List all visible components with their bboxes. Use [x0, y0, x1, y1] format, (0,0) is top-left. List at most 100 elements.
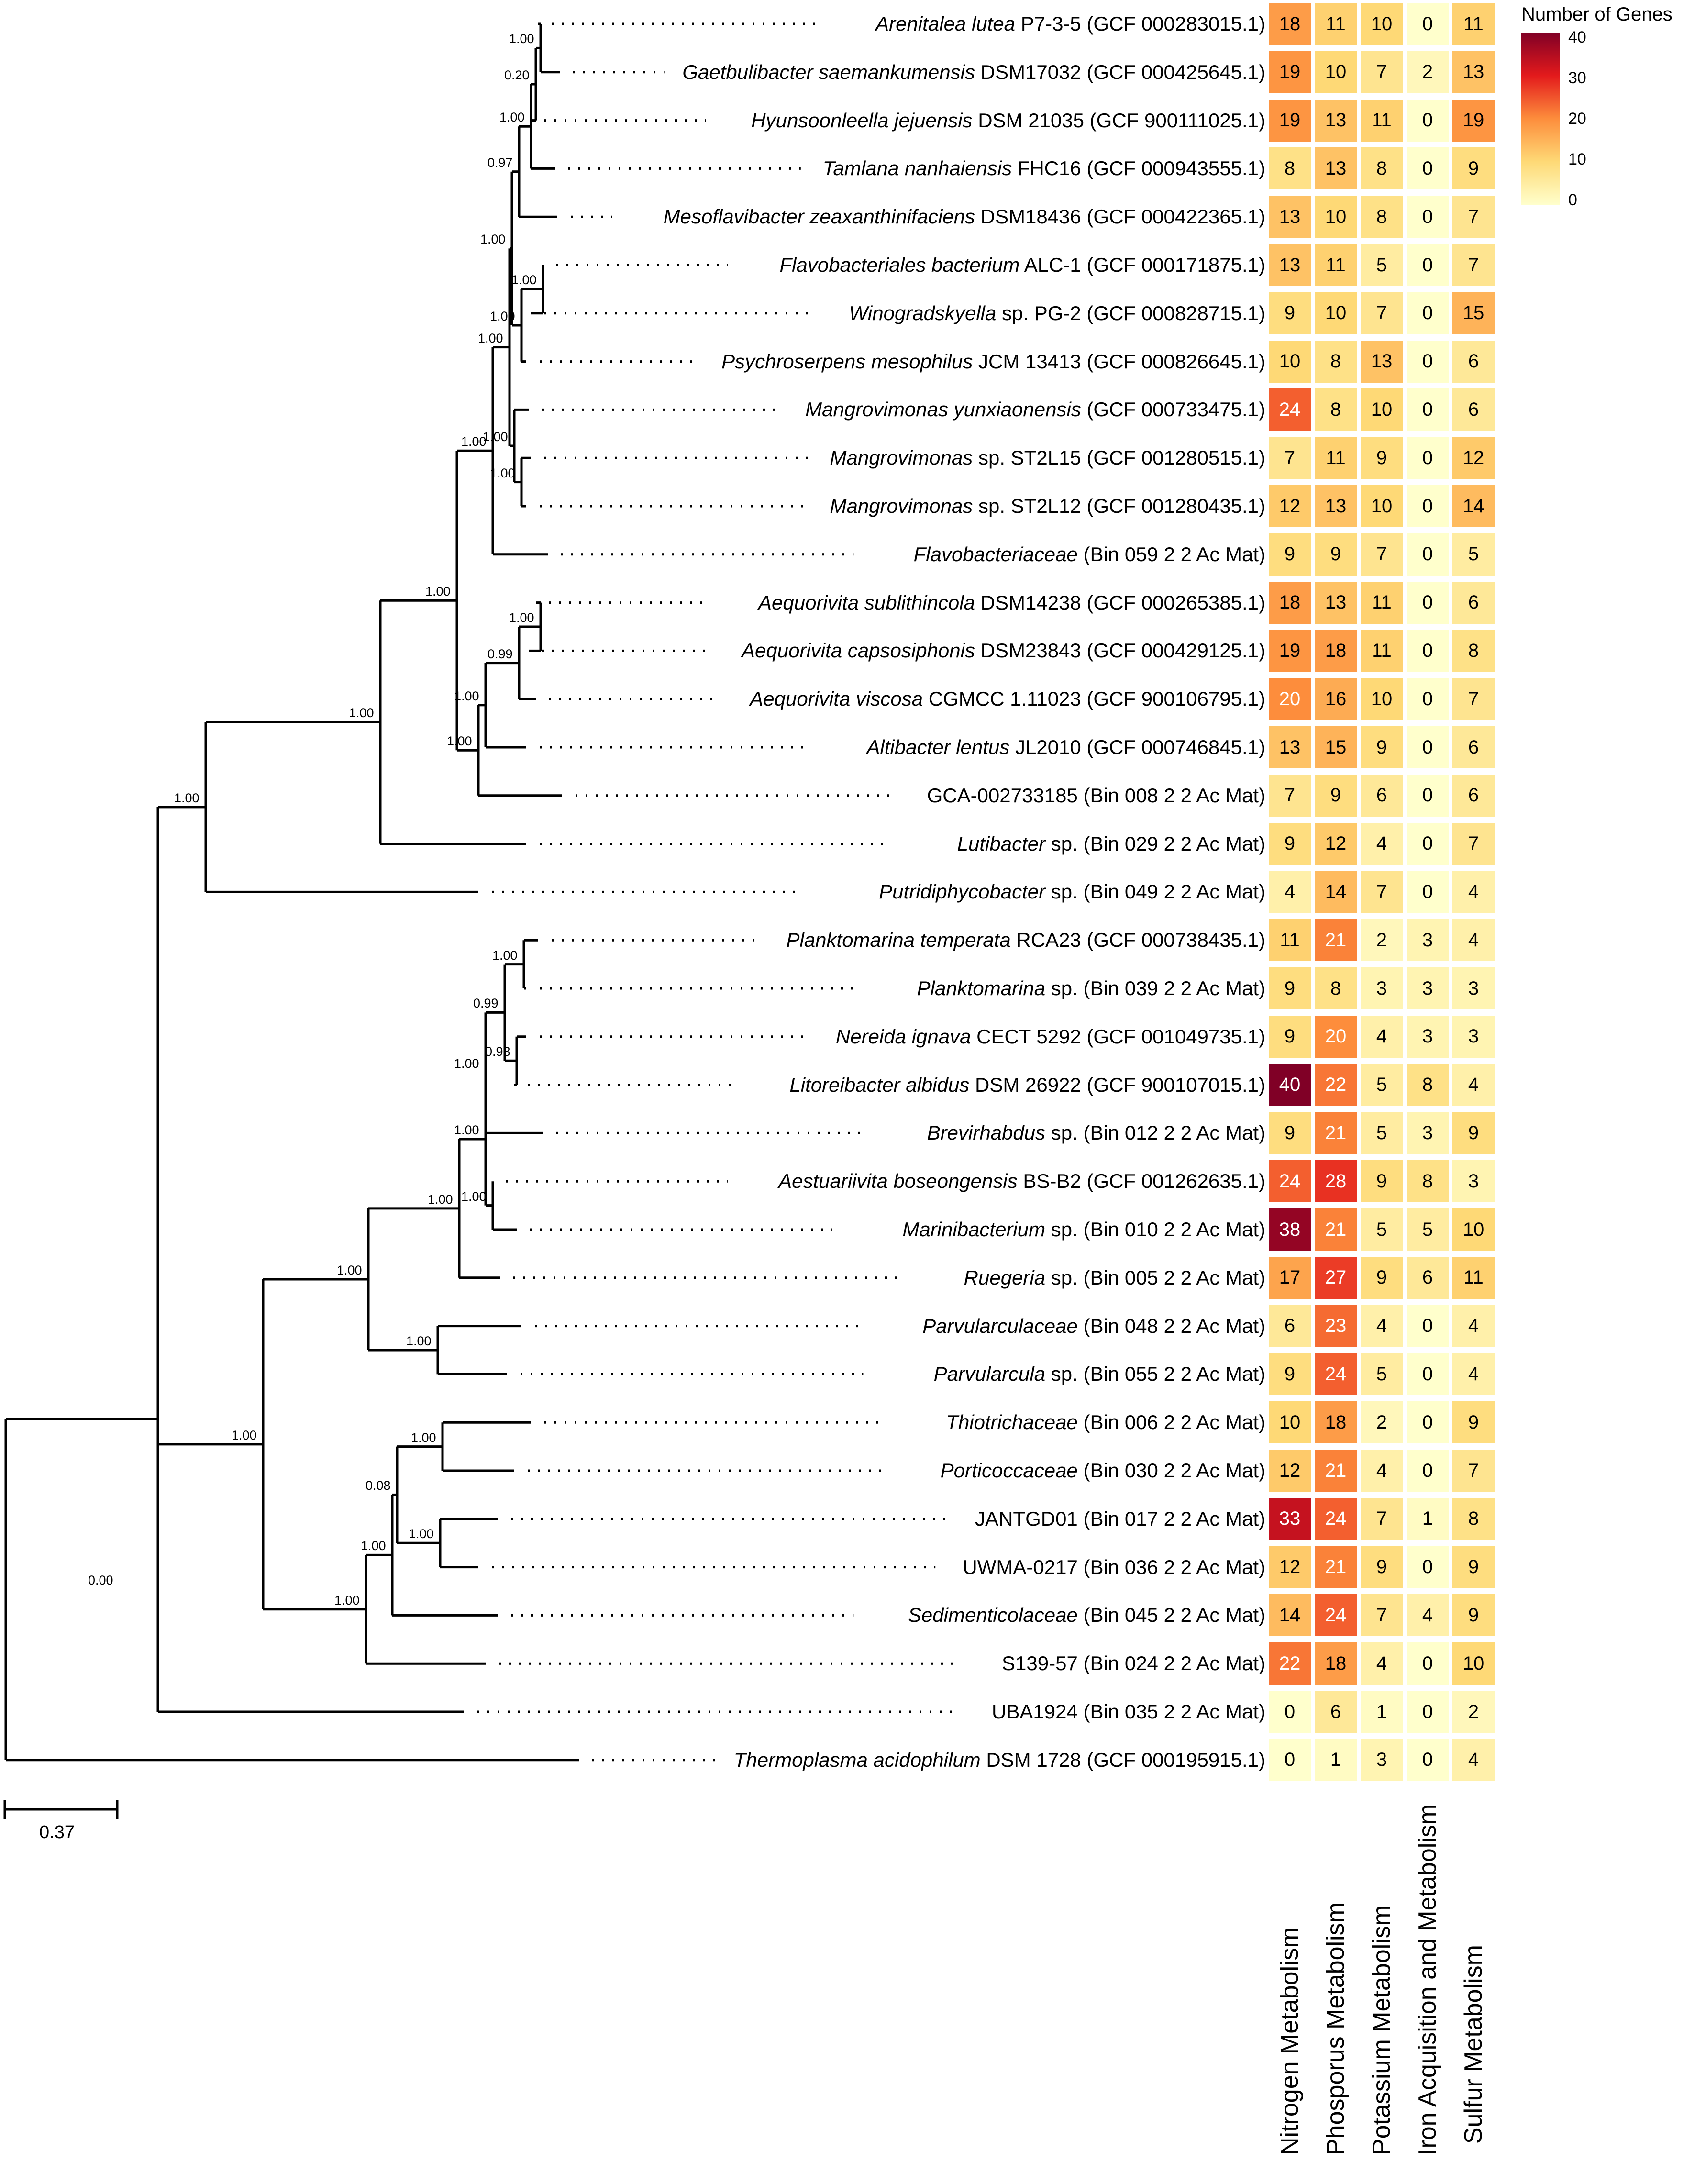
taxon-genus: Hyunsoonleella jejuensis — [751, 109, 973, 132]
taxon-detail: (Bin 048 2 2 Ac Mat) — [1077, 1314, 1265, 1337]
heatmap-cell: 9 — [1269, 822, 1311, 865]
heatmap-cell: 10 — [1361, 678, 1403, 721]
taxon-label: Thiotrichaceae (Bin 006 2 2 Ac Mat) — [22, 1410, 1265, 1434]
heatmap-cell: 9 — [1269, 533, 1311, 576]
heatmap-cell: 24 — [1315, 1497, 1357, 1540]
heatmap-cell: 21 — [1315, 1546, 1357, 1588]
support-value: 1.00 — [411, 1430, 436, 1445]
heatmap-cell: 13 — [1452, 51, 1495, 93]
heatmap-cell: 11 — [1361, 630, 1403, 672]
heatmap-cell: 7 — [1361, 51, 1403, 93]
heatmap-cell: 10 — [1315, 51, 1357, 93]
taxon-label: Aequorivita viscosa CGMCC 1.11023 (GCF 9… — [22, 687, 1265, 711]
support-value: 1.00 — [478, 331, 503, 345]
taxon-label: Aestuariivita boseongensis BS-B2 (GCF 00… — [22, 1169, 1265, 1193]
support-value: 0.99 — [487, 646, 513, 661]
support-value: 1.00 — [461, 434, 487, 449]
heatmap-cell: 24 — [1269, 388, 1311, 431]
legend-title: Number of Genes — [1521, 4, 1673, 25]
taxon-detail: (Bin 006 2 2 Ac Mat) — [1077, 1411, 1265, 1434]
support-value: 1.00 — [334, 1593, 360, 1608]
heatmap-cell: 4 — [1452, 1305, 1495, 1347]
taxon-genus: Ruegeria — [964, 1266, 1046, 1289]
taxon-genus: Marinibacterium — [902, 1218, 1046, 1241]
taxon-detail: JCM 13413 (GCF 000826645.1) — [973, 350, 1265, 373]
support-value: 1.00 — [174, 790, 199, 805]
taxon-genus: Parvularculaceae — [922, 1314, 1078, 1337]
taxon-genus: Aequorivita sublithincola — [758, 591, 975, 614]
heatmap-cell: 18 — [1315, 630, 1357, 672]
heatmap-cell: 6 — [1452, 774, 1495, 817]
support-value: 1.00 — [454, 688, 479, 703]
taxon-label: Putridiphycobacter sp. (Bin 049 2 2 Ac M… — [22, 880, 1265, 904]
heatmap-column-label: Nitrogen Metabolism — [1276, 1927, 1304, 2155]
support-value: 1.00 — [490, 466, 515, 480]
support-value: 1.00 — [337, 1263, 362, 1277]
heatmap-column-label: Potassium Metabolism — [1368, 1905, 1396, 2155]
legend-tick-label: 40 — [1568, 28, 1586, 46]
heatmap-cell: 24 — [1315, 1353, 1357, 1396]
support-value: 0.08 — [366, 1478, 391, 1493]
heatmap-cell: 21 — [1315, 919, 1357, 962]
heatmap-cell: 7 — [1452, 196, 1495, 238]
taxon-label: UWMA-0217 (Bin 036 2 2 Ac Mat) — [22, 1555, 1265, 1579]
support-value: 1.00 — [361, 1539, 386, 1553]
taxon-genus: Mesoflavibacter zeaxanthinifaciens — [663, 205, 975, 228]
heatmap-cell: 4 — [1452, 1739, 1495, 1781]
heatmap-cell: 9 — [1269, 1015, 1311, 1058]
heatmap-cell: 11 — [1452, 1256, 1495, 1299]
taxon-genus: Mangrovimonas yunxiaonensis — [805, 398, 1081, 421]
heatmap-cell: 23 — [1315, 1305, 1357, 1347]
taxon-genus: Gaetbulibacter saemankumensis — [682, 60, 975, 83]
heatmap-cell: 0 — [1407, 1401, 1449, 1444]
heatmap-cell: 28 — [1315, 1160, 1357, 1203]
taxon-detail: sp. (Bin 049 2 2 Ac Mat) — [1045, 880, 1265, 903]
taxon-detail: GCA-002733185 (Bin 008 2 2 Ac Mat) — [927, 784, 1265, 807]
taxon-genus: Porticoccaceae — [940, 1459, 1078, 1482]
heatmap-cell: 6 — [1452, 340, 1495, 383]
taxon-label: Marinibacterium sp. (Bin 010 2 2 Ac Mat) — [22, 1218, 1265, 1242]
heatmap-cell: 0 — [1407, 581, 1449, 624]
taxon-genus: Planktomarina — [917, 977, 1046, 999]
taxon-genus: Flavobacteriaceae — [913, 543, 1078, 565]
heatmap-cell: 13 — [1315, 99, 1357, 142]
support-value: 1.00 — [511, 273, 537, 288]
support-value: 0.97 — [487, 155, 513, 170]
heatmap-cell: 18 — [1269, 581, 1311, 624]
taxon-genus: Mangrovimonas — [830, 446, 973, 469]
heatmap-cell: 22 — [1315, 1064, 1357, 1106]
taxon-label: Gaetbulibacter saemankumensis DSM17032 (… — [22, 60, 1265, 84]
heatmap-cell: 9 — [1269, 967, 1311, 1009]
heatmap-cell: 2 — [1452, 1691, 1495, 1733]
heatmap-cell: 0 — [1407, 678, 1449, 721]
heatmap-cell: 21 — [1315, 1208, 1357, 1251]
heatmap-cell: 15 — [1452, 292, 1495, 334]
heatmap-cell: 9 — [1315, 533, 1357, 576]
taxon-detail: JANTGD01 (Bin 017 2 2 Ac Mat) — [975, 1507, 1265, 1530]
taxon-label: Parvularcula sp. (Bin 055 2 2 Ac Mat) — [22, 1362, 1265, 1386]
heatmap-cell: 4 — [1361, 1305, 1403, 1347]
heatmap-cell: 2 — [1407, 51, 1449, 93]
taxon-label: JANTGD01 (Bin 017 2 2 Ac Mat) — [22, 1507, 1265, 1531]
heatmap-cell: 4 — [1361, 1642, 1403, 1685]
heatmap-cell: 38 — [1269, 1208, 1311, 1251]
taxon-label: Hyunsoonleella jejuensis DSM 21035 (GCF … — [22, 109, 1265, 133]
taxon-label: Parvularculaceae (Bin 048 2 2 Ac Mat) — [22, 1314, 1265, 1338]
heatmap-cell: 27 — [1315, 1256, 1357, 1299]
heatmap-cell: 2 — [1361, 919, 1403, 962]
heatmap-cell: 22 — [1269, 1642, 1311, 1685]
heatmap-cell: 9 — [1361, 726, 1403, 768]
taxon-detail: sp. (Bin 012 2 2 Ac Mat) — [1045, 1121, 1265, 1144]
scale-bar — [3, 1800, 119, 1819]
heatmap-cell: 19 — [1452, 99, 1495, 142]
taxon-detail: JL2010 (GCF 000746845.1) — [1009, 736, 1265, 758]
taxon-genus: Nereida ignava — [835, 1025, 971, 1048]
heatmap-cell: 8 — [1315, 388, 1357, 431]
taxon-detail: UBA1924 (Bin 035 2 2 Ac Mat) — [992, 1700, 1265, 1723]
support-value: 0.99 — [473, 996, 499, 1011]
heatmap-cell: 40 — [1269, 1064, 1311, 1106]
heatmap-cell: 5 — [1361, 1064, 1403, 1106]
heatmap-cell: 5 — [1361, 1353, 1403, 1396]
heatmap-cell: 19 — [1269, 51, 1311, 93]
heatmap-cell: 4 — [1361, 822, 1403, 865]
